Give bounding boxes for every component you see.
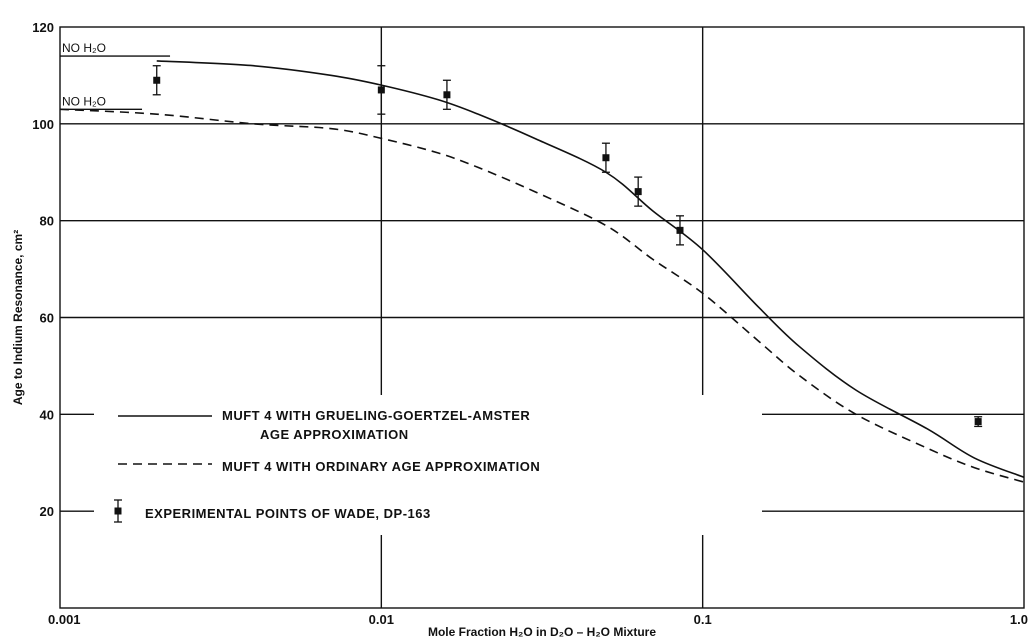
x-tick-label: 0.1 (694, 612, 712, 627)
y-tick-label: 120 (32, 20, 54, 35)
point-marker (974, 418, 982, 426)
legend-entry: EXPERIMENTAL POINTS OF WADE, DP-163 (114, 499, 431, 523)
legend-box (94, 395, 762, 535)
x-tick-label: 1.0 (1010, 612, 1028, 627)
y-axis-label: Age to Indium Resonance, cm² (11, 230, 25, 405)
curves (59, 60, 1025, 483)
data-point (152, 65, 161, 96)
legend-swatch-marker (114, 507, 122, 515)
x-tick-label: 0.01 (369, 612, 394, 627)
y-tick-label: 40 (40, 407, 54, 422)
legend-label: MUFT 4 WITH ORDINARY AGE APPROXIMATION (222, 459, 540, 474)
point-marker (602, 154, 610, 162)
legend-label: EXPERIMENTAL POINTS OF WADE, DP-163 (145, 506, 431, 521)
annotations: NO H₂O NO H₂O (60, 41, 171, 111)
x-axis-label: Mole Fraction H₂O in D₂O – H₂O Mixture (428, 625, 656, 639)
data-point (675, 215, 684, 246)
annotation-no-h2o: NO H₂O (62, 41, 106, 55)
data-point (974, 416, 983, 428)
data-point (634, 176, 643, 207)
legend-entry: MUFT 4 WITH ORDINARY AGE APPROXIMATION (118, 459, 540, 474)
tick-labels: 20 40 60 80 100 120 0.001 0.01 0.1 1.0 (32, 20, 1028, 627)
x-tick-label: 0.001 (48, 612, 81, 627)
point-marker (153, 76, 161, 84)
data-point (377, 65, 386, 115)
legend-entry: MUFT 4 WITH GRUELING-GOERTZEL-AMSTER AGE … (118, 408, 530, 442)
legend-label: AGE APPROXIMATION (260, 427, 409, 442)
annotation-no-h2o: NO H₂O (62, 94, 106, 108)
experimental-points (152, 65, 983, 428)
series-line-ordinary-age (59, 108, 1025, 483)
point-marker (443, 91, 451, 99)
legend-background (94, 395, 762, 535)
data-point (442, 79, 451, 110)
y-tick-label: 20 (40, 504, 54, 519)
point-marker (377, 86, 385, 94)
point-marker (676, 226, 684, 234)
legend: MUFT 4 WITH GRUELING-GOERTZEL-AMSTER AGE … (114, 408, 540, 523)
series-line-ggA-age (156, 60, 1025, 479)
data-point (601, 142, 610, 173)
y-tick-label: 100 (32, 117, 54, 132)
point-marker (634, 188, 642, 196)
y-tick-label: 60 (40, 311, 54, 326)
y-tick-label: 80 (40, 214, 54, 229)
legend-label: MUFT 4 WITH GRUELING-GOERTZEL-AMSTER (222, 408, 530, 423)
